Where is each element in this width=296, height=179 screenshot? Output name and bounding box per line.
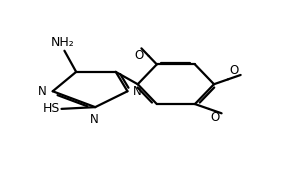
Text: N: N bbox=[38, 85, 47, 98]
Text: N: N bbox=[90, 113, 99, 126]
Text: O: O bbox=[229, 64, 239, 77]
Text: O: O bbox=[134, 49, 144, 62]
Text: NH₂: NH₂ bbox=[51, 36, 75, 49]
Text: O: O bbox=[210, 111, 220, 124]
Text: HS: HS bbox=[43, 102, 60, 115]
Text: N: N bbox=[133, 85, 142, 98]
